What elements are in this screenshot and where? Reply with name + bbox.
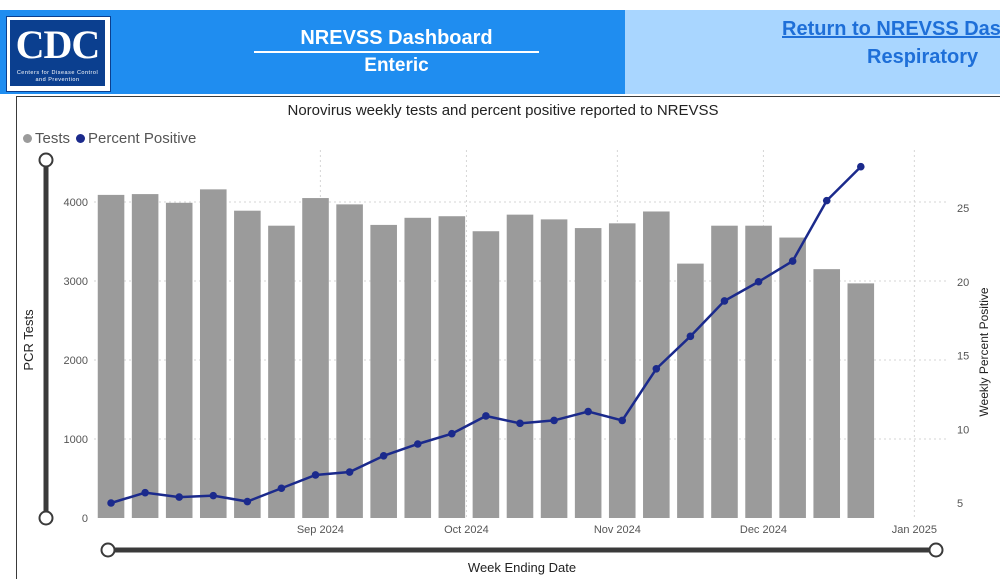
- bars-group: [97, 189, 875, 519]
- cdc-logo-letters: CDC: [15, 22, 101, 67]
- bar-tests: [165, 202, 193, 519]
- legend-item-tests[interactable]: Tests: [23, 130, 70, 147]
- y2-tick-label: 25: [957, 203, 969, 215]
- percent-positive-point: [822, 196, 831, 205]
- bar-tests: [574, 228, 602, 518]
- percent-positive-point: [482, 412, 490, 420]
- percent-positive-point: [448, 429, 456, 438]
- bar-tests: [199, 189, 227, 519]
- bar-tests: [813, 269, 841, 518]
- bar-tests: [711, 225, 738, 518]
- bar-tests: [608, 223, 636, 518]
- respiratory-link[interactable]: Respiratory: [867, 46, 979, 68]
- chart-frame: [16, 96, 1000, 579]
- bar-tests: [234, 210, 261, 518]
- y2-tick-label: 5: [957, 498, 963, 510]
- bar-tests: [336, 204, 363, 518]
- y-tick-label: 4000: [64, 197, 88, 209]
- x-zoom-slider[interactable]: [100, 542, 944, 558]
- y2-tick-label: 10: [957, 424, 969, 436]
- y2-tick-label: 20: [957, 277, 969, 289]
- legend-swatch-tests: [23, 134, 32, 143]
- percent-positive-point: [345, 468, 354, 476]
- x-slider-handle-right[interactable]: [928, 542, 944, 558]
- cdc-logo-subtitle: Centers for Disease Control and Preventi…: [16, 70, 99, 83]
- bar-tests: [745, 225, 772, 518]
- x-axis-label: Week Ending Date: [468, 560, 576, 575]
- y-tick-label: 3000: [64, 276, 88, 288]
- percent-positive-point: [413, 440, 422, 448]
- legend-item-percent-positive[interactable]: Percent Positive: [76, 130, 196, 147]
- percent-positive-point: [277, 484, 286, 493]
- bar-tests: [643, 211, 670, 519]
- y-zoom-slider[interactable]: [38, 152, 54, 526]
- cdc-logo-box: CDC Centers for Disease Control and Prev…: [10, 20, 105, 86]
- percent-positive-point: [550, 416, 558, 425]
- bar-tests: [847, 283, 875, 518]
- percent-positive-point: [379, 452, 388, 460]
- percent-positive-point: [857, 162, 865, 171]
- header: CDC Centers for Disease Control and Prev…: [0, 0, 1000, 95]
- x-tick-label: Nov 2024: [594, 524, 641, 536]
- x-tick-label: Dec 2024: [740, 524, 787, 536]
- x-slider-handle-left[interactable]: [100, 542, 116, 558]
- percent-positive-point: [516, 419, 524, 428]
- legend-swatch-percent-positive: [76, 134, 86, 143]
- legend-label-tests: Tests: [35, 130, 71, 147]
- axes-group: 0 1000 2000 3000 4000 5 10 15 20 25 Sep 2024 Oct 20…: [64, 197, 970, 536]
- return-dashboard-link[interactable]: Return to NREVSS Dashboard: [782, 18, 1000, 40]
- x-tick-label: Jan 2025: [892, 524, 937, 536]
- bar-tests: [472, 231, 500, 519]
- legend-label-percent-positive: Percent Positive: [88, 130, 197, 147]
- percent-positive-point: [754, 277, 763, 286]
- percent-positive-point: [788, 257, 797, 265]
- y2-tick-label: 15: [957, 351, 969, 363]
- bar-tests: [370, 224, 397, 518]
- dashboard-subtitle: Enteric: [364, 55, 429, 76]
- bar-tests: [779, 237, 806, 519]
- x-tick-label: Oct 2024: [444, 524, 489, 536]
- title-divider: [254, 51, 539, 53]
- percent-positive-point: [686, 332, 695, 341]
- bar-tests: [131, 194, 159, 518]
- bar-tests: [677, 263, 704, 518]
- percent-positive-point: [720, 297, 729, 305]
- bar-tests: [97, 194, 125, 518]
- bar-tests: [506, 214, 534, 518]
- y-tick-label: 2000: [64, 355, 88, 367]
- y-axis-label: PCR Tests: [21, 309, 36, 371]
- percent-positive-point: [584, 407, 592, 416]
- percent-positive-point: [107, 499, 115, 507]
- bar-tests: [268, 225, 295, 518]
- percent-positive-point: [243, 497, 252, 506]
- bar-tests: [302, 198, 329, 519]
- bar-tests: [438, 216, 466, 518]
- y2-axis-label: Weekly Percent Positive: [977, 287, 991, 416]
- line-group: [107, 162, 865, 507]
- percent-positive-point: [141, 488, 149, 497]
- bar-tests: [404, 217, 432, 519]
- chart-legend: Tests Percent Positive: [23, 130, 202, 147]
- percent-positive-point: [652, 364, 661, 373]
- y-slider-handle-top[interactable]: [38, 152, 54, 168]
- nav-panel: Return to NREVSS Dashboard Respiratory: [625, 10, 1000, 94]
- x-tick-label: Sep 2024: [297, 524, 344, 536]
- percent-positive-point: [618, 416, 627, 425]
- dashboard-title: NREVSS Dashboard: [300, 27, 493, 49]
- cdc-logo: CDC Centers for Disease Control and Prev…: [6, 16, 111, 92]
- y-slider-handle-bottom[interactable]: [38, 510, 54, 526]
- percent-positive-point: [209, 491, 218, 500]
- y-tick-label: 0: [82, 513, 88, 525]
- chart-title: Norovirus weekly tests and percent posit…: [287, 102, 719, 119]
- percent-positive-point: [175, 493, 183, 501]
- percent-positive-point: [311, 471, 320, 479]
- bar-tests: [540, 219, 568, 518]
- y-tick-label: 1000: [64, 434, 88, 446]
